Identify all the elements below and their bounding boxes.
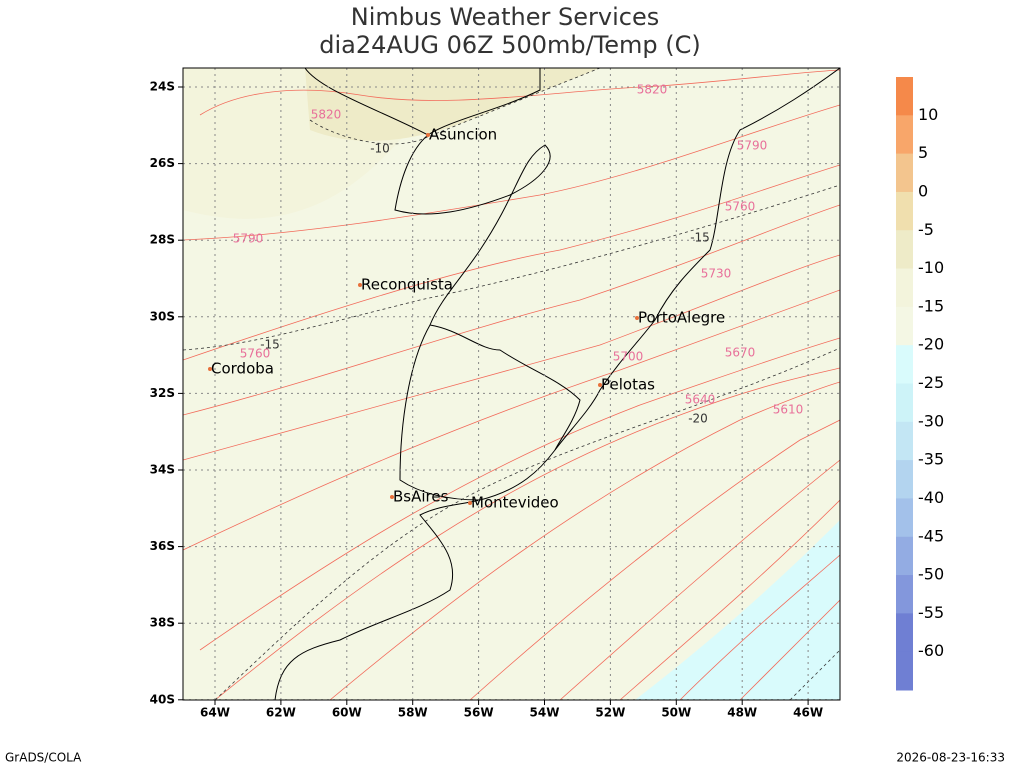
- lon-label: 54W: [530, 706, 560, 720]
- lat-label: 24S: [150, 80, 175, 94]
- colorbar-label: -5: [918, 220, 934, 239]
- lon-label: 50W: [661, 706, 691, 720]
- city-dot: [468, 501, 472, 505]
- lon-label: 56W: [464, 706, 494, 720]
- cold-region: [635, 520, 840, 700]
- height-label: 5760: [725, 200, 756, 214]
- city-label: Reconquista: [361, 276, 453, 294]
- lon-label: 62W: [266, 706, 296, 720]
- colorbar-label: -55: [918, 603, 944, 622]
- lat-label: 26S: [150, 156, 175, 170]
- height-label: 5790: [737, 139, 768, 153]
- subtitle: dia24AUG 06Z 500mb/Temp (C): [319, 31, 701, 59]
- lat-label: 40S: [150, 692, 175, 706]
- colorbar-band: [896, 345, 913, 384]
- temp-label: -20: [688, 412, 708, 426]
- temp-label: -15: [690, 231, 710, 245]
- colorbar-band: [896, 230, 913, 270]
- colorbar-band: [896, 536, 913, 576]
- lon-label: 58W: [398, 706, 428, 720]
- lon-label: 52W: [595, 706, 625, 720]
- colorbar-label: -35: [918, 450, 944, 469]
- colorbar-label: -10: [918, 258, 944, 277]
- colorbar-band: [896, 306, 913, 346]
- colorbar-label: -20: [918, 335, 944, 354]
- footer-left: GrADS/COLA: [5, 751, 82, 765]
- title: Nimbus Weather Services: [351, 3, 659, 31]
- band: [183, 68, 600, 219]
- colorbar-label: -40: [918, 488, 944, 507]
- colorbar-band: [896, 575, 913, 614]
- colorbar-label: -50: [918, 565, 944, 584]
- colorbar-band: [896, 651, 913, 691]
- colorbar-label: -25: [918, 373, 944, 392]
- colorbar-band: [896, 115, 913, 155]
- borders: [274, 68, 840, 700]
- temp-label: -15: [260, 338, 280, 352]
- band: [305, 68, 600, 141]
- colorbar-label: -60: [918, 641, 944, 660]
- city-dot: [426, 133, 430, 137]
- height-label: 5790: [233, 232, 264, 246]
- overlay: 24S 26S 28S 30S 32S 34S 36S 38S 40S 64W 62W 60W 58W 5…: [5, 77, 1005, 765]
- colorbar-band: [896, 460, 913, 499]
- colorbar-label: 10: [918, 105, 938, 124]
- height-contours: [183, 69, 840, 700]
- lat-label: 36S: [150, 539, 175, 553]
- colorbar-band: [896, 191, 913, 231]
- lat-label: 28S: [150, 233, 175, 247]
- height-label: 5820: [637, 83, 668, 97]
- city-label: Pelotas: [601, 376, 655, 394]
- height-label: 5670: [725, 346, 756, 360]
- city-label: Cordoba: [211, 360, 274, 378]
- height-label: 5610: [773, 403, 804, 417]
- map-frame: [182, 67, 841, 701]
- city-label: Montevideo: [471, 494, 559, 512]
- city-dot: [208, 367, 212, 371]
- colorbar-label: -30: [918, 411, 944, 430]
- city-dot: [598, 383, 602, 387]
- colorbar-band: [896, 268, 913, 308]
- colorbar-label: -45: [918, 526, 944, 545]
- city-label: BsAires: [393, 488, 449, 506]
- colorbar-band: [896, 613, 913, 653]
- colorbar-label: 5: [918, 143, 928, 162]
- colorbar-band: [896, 77, 913, 116]
- colorbar-band: [896, 153, 913, 193]
- height-label: 5700: [613, 350, 644, 364]
- city-dot: [390, 495, 394, 499]
- colorbar-label: -15: [918, 296, 944, 315]
- lon-label: 46W: [793, 706, 823, 720]
- height-label: 5820: [311, 108, 342, 122]
- city-label: PortoAlegre: [638, 309, 725, 327]
- lon-label: 48W: [727, 706, 757, 720]
- temp-label: -10: [370, 142, 390, 156]
- city-dot: [635, 316, 639, 320]
- city-label: Asuncion: [429, 126, 497, 144]
- map: [183, 68, 840, 700]
- footer-right: 2026-08-23-16:33: [896, 751, 1005, 765]
- lon-label: 64W: [200, 706, 230, 720]
- lat-label: 32S: [150, 386, 175, 400]
- lat-label: 34S: [150, 463, 175, 477]
- lat-label: 30S: [150, 309, 175, 323]
- city-dot: [358, 283, 362, 287]
- height-label: 5640: [685, 393, 716, 407]
- lat-label: 38S: [150, 616, 175, 630]
- colorbar-label: 0: [918, 181, 928, 200]
- colorbar-band: [896, 421, 913, 461]
- height-label: 5760: [240, 347, 271, 361]
- lon-label: 60W: [332, 706, 362, 720]
- height-label: 5730: [701, 267, 732, 281]
- colorbar-band: [896, 383, 913, 423]
- colorbar-band: [896, 498, 913, 538]
